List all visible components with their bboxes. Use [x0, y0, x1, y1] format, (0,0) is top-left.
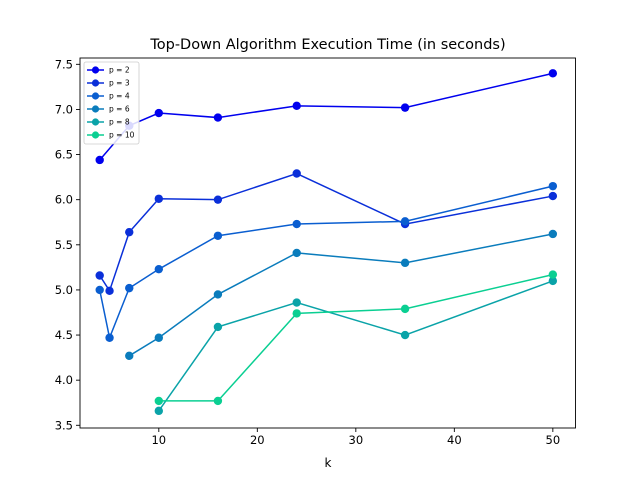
data-point	[400, 330, 410, 340]
data-point	[213, 113, 223, 122]
y-tick-label: 7.5	[55, 57, 73, 71]
legend-label: p = 8	[109, 118, 130, 127]
legend-marker	[91, 131, 100, 139]
data-point	[154, 108, 164, 118]
y-tick-label: 6.0	[55, 193, 73, 207]
data-point	[154, 264, 164, 274]
legend-marker	[91, 92, 100, 100]
data-point	[292, 248, 301, 258]
data-point	[548, 270, 558, 279]
data-point	[213, 322, 223, 332]
data-point	[95, 271, 104, 280]
data-point	[548, 276, 558, 286]
data-point	[548, 191, 558, 201]
data-point	[154, 396, 164, 406]
y-tick-label: 3.5	[55, 418, 73, 432]
series-p-8	[154, 276, 558, 416]
legend-item: p = 4	[87, 92, 130, 101]
legend-item: p = 3	[87, 79, 130, 88]
legend-item: p = 2	[87, 66, 130, 75]
data-point	[105, 286, 114, 296]
legend-label: p = 3	[109, 79, 130, 88]
series-line	[98, 185, 554, 341]
data-point	[292, 219, 301, 229]
legend-item: p = 6	[87, 105, 130, 114]
legend: p = 2 p = 3 p = 4 p = 6 p = 8 p = 10	[83, 61, 140, 145]
legend-label: p = 4	[109, 92, 130, 101]
legend-label: p = 2	[109, 66, 130, 75]
data-point	[400, 217, 410, 226]
data-point	[548, 229, 558, 239]
data-point	[213, 231, 223, 240]
data-point	[292, 169, 301, 178]
legend-marker	[91, 118, 100, 126]
data-point	[125, 283, 134, 293]
data-point	[548, 181, 558, 191]
x-axis: 10 20 30 40 50	[151, 428, 560, 447]
legend-marker	[91, 79, 100, 87]
legend-marker	[91, 66, 100, 74]
series-p-3	[95, 169, 558, 296]
y-tick-label: 4.0	[55, 373, 73, 387]
x-tick-label: 20	[250, 433, 265, 447]
data-point	[154, 406, 164, 416]
data-point	[125, 227, 134, 237]
axes-frame	[79, 57, 576, 429]
y-axis: 3.5 4.0 4.5 5.0 5.5 6.0 6.5 7.0 7.5	[55, 57, 80, 432]
legend-marker	[91, 105, 100, 113]
data-point	[548, 69, 558, 78]
y-tick-label: 4.5	[55, 328, 73, 342]
y-tick-label: 5.5	[55, 238, 73, 252]
data-point	[213, 396, 223, 406]
x-tick-label: 50	[546, 433, 561, 447]
data-point	[95, 155, 104, 165]
data-point	[292, 298, 301, 307]
data-point	[125, 351, 134, 361]
x-tick-label: 40	[447, 433, 462, 447]
series-line	[158, 280, 554, 412]
series-line	[99, 172, 553, 293]
data-point	[95, 285, 104, 295]
data-point	[213, 195, 223, 204]
x-tick-label: 30	[349, 433, 364, 447]
data-point	[400, 103, 410, 112]
plot-area	[95, 69, 558, 416]
legend-label: p = 6	[109, 105, 130, 114]
legend-label: p = 10	[109, 131, 135, 140]
data-point	[292, 101, 301, 111]
data-point	[213, 290, 223, 299]
series-p-4	[95, 181, 558, 342]
chart-title: Top-Down Algorithm Execution Time (in se…	[149, 37, 505, 53]
data-point	[105, 333, 114, 342]
y-tick-label: 7.0	[55, 102, 73, 116]
legend-item: p = 10	[87, 131, 135, 140]
data-point	[154, 194, 164, 203]
series-line	[128, 233, 553, 357]
data-point	[154, 333, 164, 342]
y-tick-label: 6.5	[55, 148, 73, 162]
data-point	[292, 309, 301, 318]
series-p-10	[154, 270, 558, 406]
x-tick-label: 10	[151, 433, 166, 447]
legend-item: p = 8	[87, 118, 130, 127]
series-p-6	[125, 229, 558, 361]
series-p-2	[95, 69, 558, 165]
y-tick-label: 5.0	[55, 283, 73, 297]
data-point	[400, 304, 410, 314]
series-line	[99, 72, 554, 161]
x-axis-label: k	[325, 456, 332, 470]
data-point	[400, 258, 410, 268]
